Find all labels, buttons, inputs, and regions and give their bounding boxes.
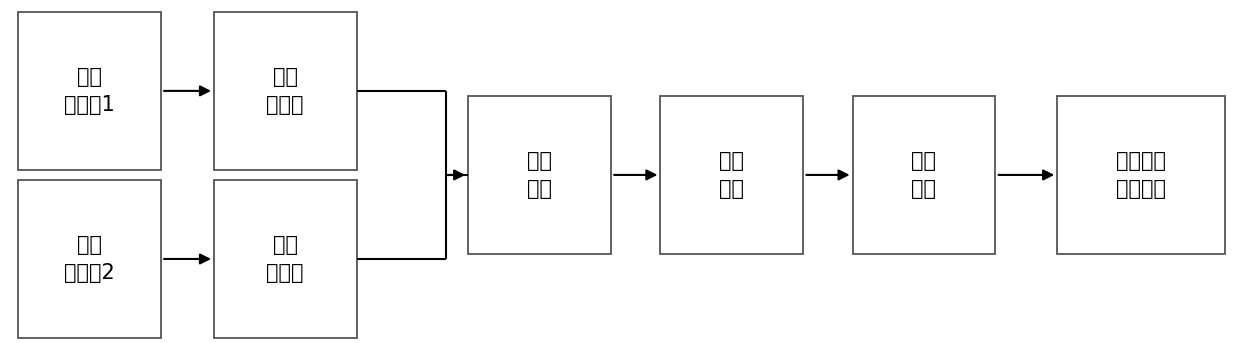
Text: 图像
预处理: 图像 预处理: [267, 235, 304, 283]
Text: 红外
探测器1: 红外 探测器1: [64, 67, 114, 115]
Bar: [17, 180, 161, 338]
Text: 信息
融合: 信息 融合: [719, 151, 744, 199]
Bar: [660, 96, 804, 254]
Text: 比色测温
系统生成: 比色测温 系统生成: [1116, 151, 1166, 199]
Bar: [469, 96, 611, 254]
Bar: [17, 12, 161, 170]
Bar: [215, 12, 357, 170]
Bar: [215, 180, 357, 338]
Text: 温度
定标: 温度 定标: [911, 151, 936, 199]
Text: 图像
配准: 图像 配准: [527, 151, 552, 199]
Text: 红外
探测器2: 红外 探测器2: [64, 235, 114, 283]
Bar: [1058, 96, 1225, 254]
Bar: [853, 96, 994, 254]
Text: 图像
预处理: 图像 预处理: [267, 67, 304, 115]
